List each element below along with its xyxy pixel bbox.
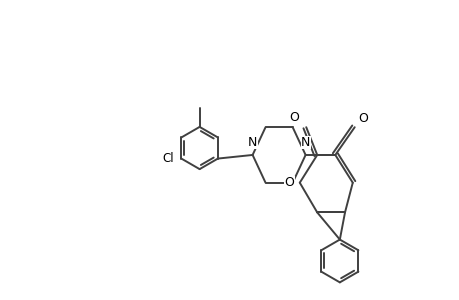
Text: N: N xyxy=(247,136,257,149)
Text: O: O xyxy=(288,111,298,124)
Text: O: O xyxy=(358,112,367,125)
Text: O: O xyxy=(284,176,294,189)
Text: N: N xyxy=(300,136,310,149)
Text: Cl: Cl xyxy=(162,152,174,165)
